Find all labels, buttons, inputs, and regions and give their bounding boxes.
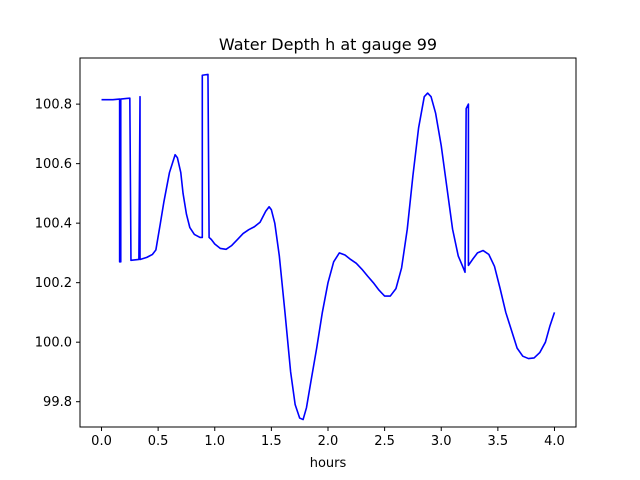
x-tick-label: 4.0 — [544, 434, 565, 449]
x-tick-label: 2.0 — [318, 434, 339, 449]
y-axis: 99.8 100.0 100.2 100.4 100.6 100.8 — [35, 98, 80, 410]
series-line-0 — [101, 73, 556, 421]
y-tick-label: 100.0 — [35, 336, 72, 351]
x-axis: 0.0 0.5 1.0 1.5 2.0 2.5 3.0 3.5 4.0 — [91, 427, 565, 449]
x-tick-label: 0.0 — [91, 434, 112, 449]
y-tick-label: 100.4 — [35, 217, 72, 232]
x-axis-label: hours — [310, 456, 347, 471]
y-tick-label: 100.6 — [35, 157, 72, 172]
x-tick-label: 3.0 — [431, 434, 452, 449]
plot-layer — [101, 73, 556, 421]
chart-title: Water Depth h at gauge 99 — [219, 35, 437, 54]
x-tick-label: 2.5 — [374, 434, 395, 449]
x-tick-label: 1.0 — [204, 434, 225, 449]
x-tick-label: 3.5 — [488, 434, 509, 449]
y-tick-label: 100.2 — [35, 276, 72, 291]
x-tick-label: 0.5 — [148, 434, 169, 449]
y-tick-label: 99.8 — [43, 395, 72, 410]
y-tick-label: 100.8 — [35, 98, 72, 113]
x-tick-label: 1.5 — [261, 434, 282, 449]
